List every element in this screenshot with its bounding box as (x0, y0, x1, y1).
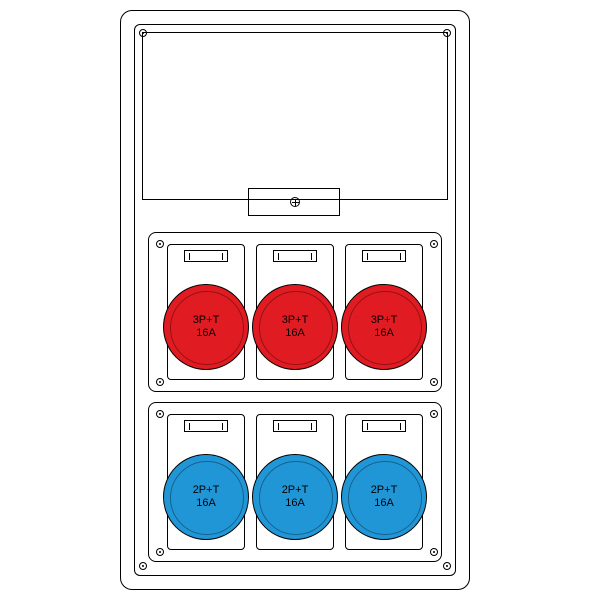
row-screw-icon (156, 240, 164, 248)
corner-screw-icon (443, 29, 451, 37)
corner-screw-icon (139, 29, 147, 37)
breaker-window (142, 32, 448, 200)
row-screw-icon (430, 548, 438, 556)
cee-socket: 3P+T 16A (252, 284, 338, 370)
row-screw-icon (156, 548, 164, 556)
socket-flap-icon (273, 420, 317, 432)
corner-screw-icon (139, 562, 147, 570)
cee-socket: 2P+T 16A (252, 454, 338, 540)
row-screw-icon (430, 410, 438, 418)
row-screw-icon (430, 378, 438, 386)
corner-screw-icon (443, 562, 451, 570)
row-screw-icon (156, 378, 164, 386)
cee-socket: 3P+T 16A (341, 284, 427, 370)
row-screw-icon (156, 410, 164, 418)
socket-flap-icon (362, 250, 406, 262)
socket-flap-icon (184, 250, 228, 262)
cee-socket: 3P+T 16A (163, 284, 249, 370)
latch-screw-icon (290, 197, 300, 207)
row-screw-icon (430, 240, 438, 248)
cee-socket: 2P+T 16A (163, 454, 249, 540)
socket-flap-icon (184, 420, 228, 432)
socket-flap-icon (273, 250, 317, 262)
socket-flap-icon (362, 420, 406, 432)
cee-socket: 2P+T 16A (341, 454, 427, 540)
